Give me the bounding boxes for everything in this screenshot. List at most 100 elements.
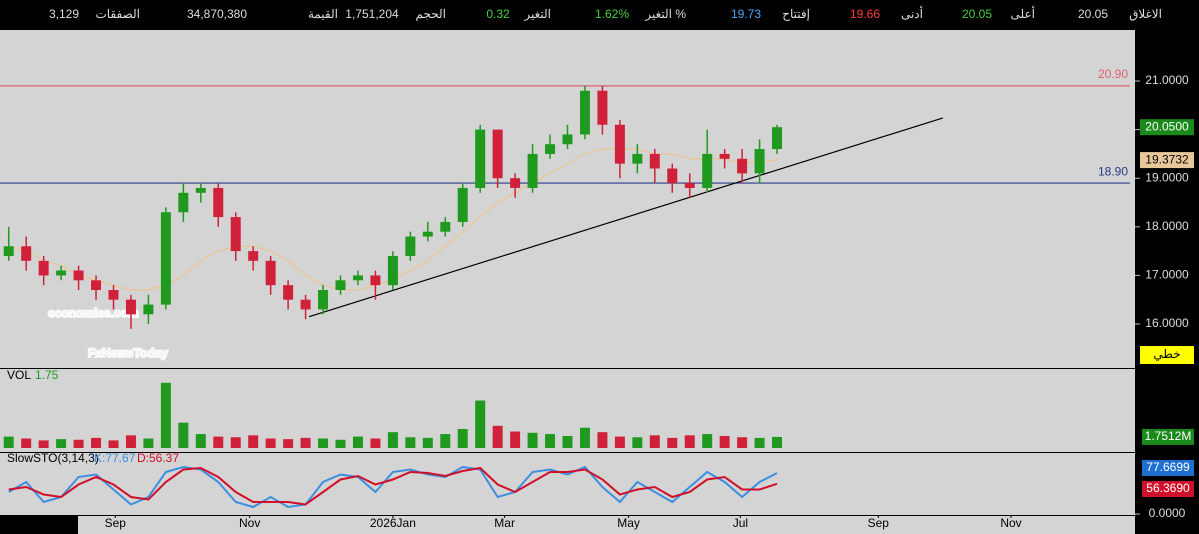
candle-body — [318, 290, 329, 310]
volume-bar — [265, 438, 276, 448]
candle-body — [405, 236, 416, 256]
candle-body — [719, 153, 730, 159]
volume-bar — [457, 429, 468, 448]
volume-bar — [335, 439, 346, 448]
x-tick-label: 2026Jan — [370, 516, 416, 530]
volume-name: VOL — [7, 368, 31, 382]
horizontal-line-label: 20.90 — [1098, 67, 1128, 81]
x-axis-strip — [78, 516, 1135, 534]
candle-body — [38, 260, 49, 276]
candle-body — [300, 299, 311, 310]
volume-bar — [143, 438, 154, 448]
candle-body — [457, 187, 468, 222]
stoch-legend: K:77.67 — [94, 451, 136, 465]
stat-label: القيمة — [308, 7, 338, 21]
horizontal-line-label: 18.90 — [1098, 164, 1128, 178]
stat-value: 34,870,380 — [187, 7, 247, 21]
volume-bar — [73, 439, 84, 448]
candle-body — [21, 246, 32, 261]
last-price-tag: 20.0500 — [1145, 119, 1189, 133]
watermark: FxNewsToday — [88, 346, 168, 360]
candle-body — [649, 153, 660, 169]
scale-button-bg — [1140, 346, 1194, 364]
candle-body — [702, 153, 713, 188]
volume-bar — [21, 438, 32, 448]
volume-bar — [649, 435, 660, 448]
stat-value: 19.73 — [731, 7, 761, 21]
candle-body — [335, 280, 346, 290]
volume-bar — [405, 437, 416, 448]
candle-body — [265, 260, 276, 286]
y-tick-label: 17.0000 — [1145, 268, 1189, 282]
candle-body — [125, 299, 136, 315]
candle-body — [352, 275, 363, 281]
volume-bar — [300, 437, 311, 448]
volume-bar — [283, 439, 294, 448]
volume-bar — [632, 437, 643, 448]
price-panel — [0, 30, 1135, 368]
candle-body — [510, 178, 521, 188]
volume-bar — [440, 434, 451, 448]
volume-bar — [230, 437, 241, 448]
volume-bar — [719, 435, 730, 448]
volume-bar — [614, 436, 625, 448]
candle-body — [230, 217, 241, 252]
candle-body — [108, 290, 119, 300]
stat-value: 20.05 — [962, 7, 992, 21]
volume-bar — [370, 438, 381, 448]
y-tick-label: 19.0000 — [1145, 170, 1189, 184]
volume-tag: 1.7512M — [1145, 429, 1192, 443]
candle-body — [195, 187, 206, 193]
candle-body — [91, 280, 102, 290]
volume-bar — [754, 437, 765, 448]
candle-body — [440, 221, 451, 232]
candle-body — [422, 231, 433, 237]
volume-bar — [108, 440, 119, 448]
stoch-legend: D:56.37 — [137, 451, 179, 465]
candle-body — [562, 134, 573, 145]
candle-body — [370, 275, 381, 286]
x-tick-label: Mar — [494, 516, 515, 530]
volume-bar — [387, 432, 398, 448]
volume-bar — [492, 425, 503, 448]
x-tick-label: Sep — [105, 516, 127, 530]
volume-bar — [510, 431, 521, 448]
x-tick-label: Jul — [733, 516, 748, 530]
candle-body — [73, 270, 84, 281]
stat-label: التغير % — [644, 7, 686, 21]
volume-bar — [772, 436, 783, 448]
candle-body — [737, 158, 748, 174]
candle-body — [56, 270, 67, 276]
candle-body — [632, 153, 643, 164]
stat-value: 1,751,204 — [345, 7, 399, 21]
candle-body — [178, 192, 189, 213]
volume-bar — [160, 382, 171, 448]
stoch-tag-bg — [1142, 481, 1194, 497]
volume-bar — [737, 437, 748, 448]
volume-bar — [562, 435, 573, 448]
candle-body — [614, 124, 625, 164]
candle-body — [579, 90, 590, 135]
trendline — [308, 117, 944, 318]
volume-bar — [352, 436, 363, 448]
volume-bar — [545, 434, 556, 448]
volume-bar — [318, 438, 329, 448]
stat-label: أعلى — [1011, 6, 1035, 21]
candle-body — [283, 285, 294, 300]
stoch-line — [8, 466, 778, 506]
last-price-tag-bg — [1140, 119, 1194, 136]
stoch-title: SlowSTO(3,14,3) — [7, 451, 99, 465]
ma-tag-bg — [1140, 152, 1194, 169]
stat-label: إفتتاح — [782, 7, 810, 22]
stat-label: التغير — [523, 7, 551, 21]
volume-bar — [3, 436, 14, 448]
stat-label: الحجم — [416, 7, 446, 21]
volume-bar — [702, 434, 713, 448]
candle-body — [597, 90, 608, 125]
candle-body — [3, 246, 14, 256]
x-tick-label: Sep — [868, 516, 890, 530]
volume-bar — [684, 435, 695, 448]
candle-body — [527, 153, 538, 188]
volume-bar — [422, 437, 433, 448]
